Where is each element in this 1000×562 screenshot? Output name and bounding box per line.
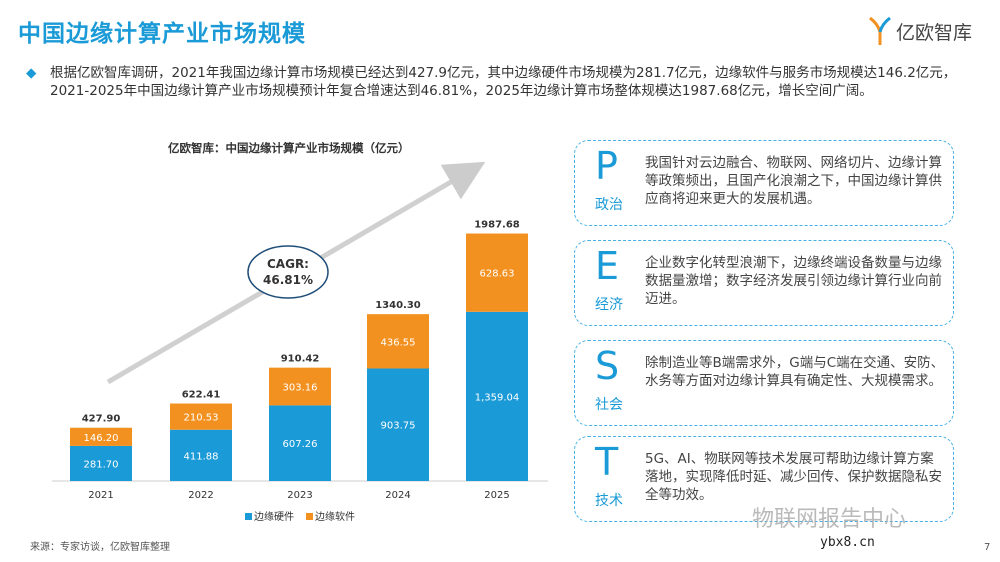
legend-swatch-hardware: [245, 513, 252, 520]
bar-hardware-2023: [269, 405, 331, 481]
card-letter: P: [595, 144, 618, 188]
data-label: 607.26: [283, 439, 318, 450]
data-label: 210.53: [184, 413, 219, 424]
card-label: 经济: [595, 297, 623, 313]
data-label: 411.88: [184, 451, 219, 462]
bar-software-2023: [269, 367, 331, 406]
card-label: 社会: [595, 397, 623, 413]
legend-label-hardware: 边缘硬件: [254, 510, 294, 523]
x-tick-label: 2023: [287, 490, 312, 501]
intro-text: 根据亿欧智库调研，2021年我国边缘计算市场规模已经达到427.9亿元，其中边缘…: [50, 65, 957, 99]
total-label: 1987.68: [474, 220, 520, 231]
card-text: 5G、AI、物联网等技术发展可帮助边缘计算方案落地，实现降低时延、减少回传、保护…: [645, 451, 942, 503]
legend-label-software: 边缘软件: [315, 510, 355, 523]
cagr-ellipse: [247, 245, 329, 299]
data-label: 903.75: [381, 421, 416, 432]
page-title: 中国边缘计算产业市场规模: [18, 21, 306, 47]
pest-card-s: S 社会 除制造业等B端需求外，G端与C端在交通、安防、水务等方面对边缘计算具有确定…: [574, 340, 954, 426]
cagr-label: CAGR:: [267, 257, 309, 271]
x-tick-label: 2024: [385, 490, 410, 501]
bar-hardware-2021: [70, 445, 132, 481]
x-tick-label: 2021: [88, 490, 113, 501]
page-number: 7: [984, 542, 991, 553]
intro-paragraph: ◆ 根据亿欧智库调研，2021年我国边缘计算市场规模已经达到427.9亿元，其中边…: [26, 64, 988, 100]
data-label: 146.20: [84, 433, 119, 444]
data-label: 303.16: [283, 383, 318, 394]
card-text: 除制造业等B端需求外，G端与C端在交通、安防、水务等方面对边缘计算具有确定性、大…: [645, 355, 945, 389]
watermark-url: ybx8.cn: [820, 535, 875, 550]
watermark-text: 物联网报告中心: [752, 507, 907, 532]
pest-card-e: E 经济 企业数字化转型浪潮下，边缘终端设备数量与边缘数据量激增；数字经济发展引领边…: [574, 240, 954, 326]
logo-icon: [869, 16, 891, 45]
pest-card-t: T 技术 5G、AI、物联网等技术发展可帮助边缘计算方案落地，实现降低时延、减少回传…: [574, 436, 954, 522]
card-label: 技术: [595, 493, 623, 509]
chart-title: 亿欧智库：中国边缘计算产业市场规模（亿元）: [168, 141, 410, 155]
logo: 亿欧智库: [868, 16, 972, 46]
bar-chart: CAGR: 46.81% 281.70 146.20 427.90 2021 411.8…: [52, 161, 548, 523]
total-label: 622.41: [182, 390, 221, 401]
total-label: 427.90: [82, 414, 121, 425]
card-letter: E: [595, 244, 620, 288]
bar-hardware-2022: [170, 429, 232, 481]
card-letter: S: [595, 344, 620, 388]
x-tick-label: 2022: [188, 490, 213, 501]
cagr-value: 46.81%: [263, 273, 313, 287]
card-text: 我国针对云边融合、物联网、网络切片、边缘计算等政策频出，且国产化浪潮之下，中国边…: [645, 155, 942, 207]
x-tick-label: 2025: [484, 490, 509, 501]
bar-hardware-2025: [466, 311, 528, 481]
data-label: 628.63: [480, 269, 515, 280]
total-label: 1340.30: [375, 300, 421, 311]
logo-text: 亿欧智库: [896, 21, 973, 44]
data-label: 436.55: [381, 337, 416, 348]
data-label: 281.70: [84, 459, 119, 470]
bar-software-2021: [70, 427, 132, 446]
pest-card-p: P 政治 我国针对云边融合、物联网、网络切片、边缘计算等政策频出，且国产化浪潮之下，…: [574, 140, 954, 226]
card-letter: T: [595, 440, 619, 484]
data-label: 1,359.04: [475, 392, 520, 403]
source-note: 来源：专家访谈，亿欧智库整理: [30, 542, 170, 553]
bar-software-2022: [170, 403, 232, 430]
total-label: 910.42: [281, 354, 320, 365]
bar-hardware-2024: [367, 368, 429, 481]
diamond-bullet-icon: ◆: [26, 65, 37, 81]
legend-swatch-software: [306, 513, 313, 520]
card-text: 企业数字化转型浪潮下，边缘终端设备数量与边缘数据量激增；数字经济发展引领边缘计算…: [645, 255, 942, 307]
bar-software-2025: [466, 233, 528, 312]
bar-software-2024: [367, 314, 429, 369]
card-label: 政治: [595, 197, 623, 213]
